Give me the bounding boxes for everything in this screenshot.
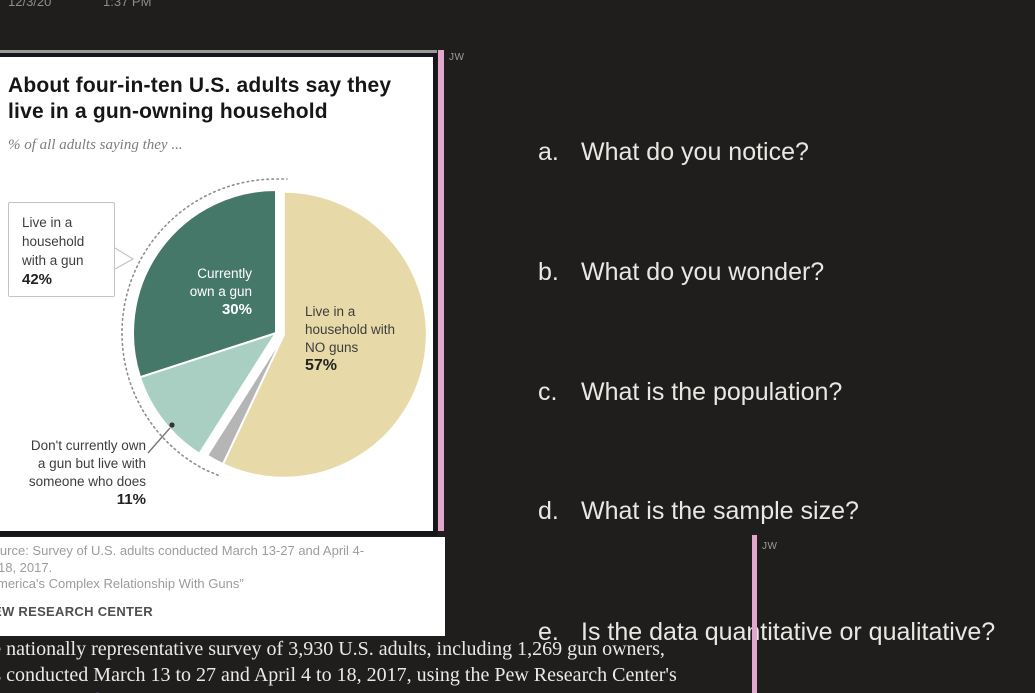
slide-date: 12/3/20 [8, 0, 52, 9]
chart-title-line2: live in a gun-owning household [8, 100, 328, 123]
label-live-with-owner-pct: 11% [116, 491, 146, 508]
slide-time: 1:37 PM [103, 0, 152, 9]
question-e-text: Is the data quantitative or qualitative? [581, 618, 996, 646]
question-b-text: What do you wonder? [581, 258, 825, 286]
callout-line3: with a gun [22, 253, 84, 268]
footer-link[interactable]: American Trends Panel 1 [0, 688, 870, 693]
question-b-letter: b. [538, 258, 559, 286]
callout-pointer [114, 247, 135, 270]
label-live-with-owner-line3: someone who does [28, 474, 146, 489]
question-d-text: What is the sample size? [581, 497, 859, 525]
card-top-rule [0, 50, 437, 53]
label-no-guns-pct: 57% [305, 357, 338, 374]
leader-dot [169, 422, 175, 428]
source-line1: Source: Survey of U.S. adults conducted … [0, 543, 365, 558]
label-live-with-owner-line2: a gun but live with [37, 456, 146, 471]
source-box: Source: Survey of U.S. adults conducted … [0, 537, 445, 636]
label-currently-own-line1: Currently [197, 266, 252, 281]
question-a: a. What do you notice? [538, 138, 1035, 167]
pie-slice [205, 334, 285, 466]
label-currently-own-line2: own a gun [189, 284, 252, 299]
source-line2: 18, 2017. [0, 559, 53, 575]
question-d-letter: d. [538, 497, 559, 525]
pie-chart [114, 178, 428, 479]
footer-line1: The nationally representative survey of … [0, 638, 665, 660]
callout-pct: 42% [22, 271, 53, 288]
label-live-with-owner: Don't currently own a gun but live with … [0, 437, 146, 509]
chart-title: About four-in-ten U.S. adults say they l… [8, 73, 428, 125]
question-c-letter: c. [538, 378, 558, 406]
chart-title-line1: About four-in-ten U.S. adults say they [8, 74, 392, 97]
comment-marker-bar-2[interactable] [752, 535, 757, 693]
label-no-guns-line1: Live in a [305, 304, 356, 319]
pie-slice [132, 188, 277, 379]
question-c-text: What is the population? [581, 378, 843, 406]
question-c: c. What is the population? [538, 378, 1035, 407]
label-currently-own: Currently own a gun 30% [142, 265, 252, 319]
comment-marker-initials-1[interactable]: JW [449, 52, 465, 63]
question-a-letter: a. [538, 138, 559, 166]
callout-line1: Live in a [22, 215, 73, 230]
leader-line [147, 427, 171, 454]
source-org: PEW RESEARCH CENTER [0, 603, 153, 619]
question-a-text: What do you notice? [581, 138, 809, 166]
question-e-letter: e. [538, 618, 559, 646]
callout-line2: household [22, 234, 85, 249]
label-no-guns-line2: household with [305, 322, 396, 337]
source-line3: “America's Complex Relationship With Gun… [0, 576, 244, 591]
label-live-with-owner-line1: Don't currently own [30, 438, 146, 453]
label-no-guns-line3: NO guns [305, 340, 359, 355]
footer-line2: was conducted March 13 to 27 and April 4… [0, 664, 677, 686]
chart-subtitle: % of all adults saying they ... [8, 137, 183, 153]
question-b: b. What do you wonder? [538, 258, 1035, 287]
question-d: d. What is the sample size? [538, 497, 1035, 526]
label-currently-own-pct: 30% [221, 301, 252, 318]
label-no-guns: Live in a household with NO guns 57% [305, 303, 425, 375]
pie-slice [221, 190, 428, 479]
comment-marker-bar-1[interactable] [438, 50, 444, 531]
footer-text: The nationally representative survey of … [0, 636, 870, 693]
comment-marker-initials-2[interactable]: JW [762, 541, 778, 552]
callout-42pct: Live in a household with a gun 42% [8, 202, 115, 297]
question-e: e. Is the data quantitative or qualitati… [538, 618, 1035, 647]
pew-chart-card: About four-in-ten U.S. adults say they l… [0, 53, 437, 536]
